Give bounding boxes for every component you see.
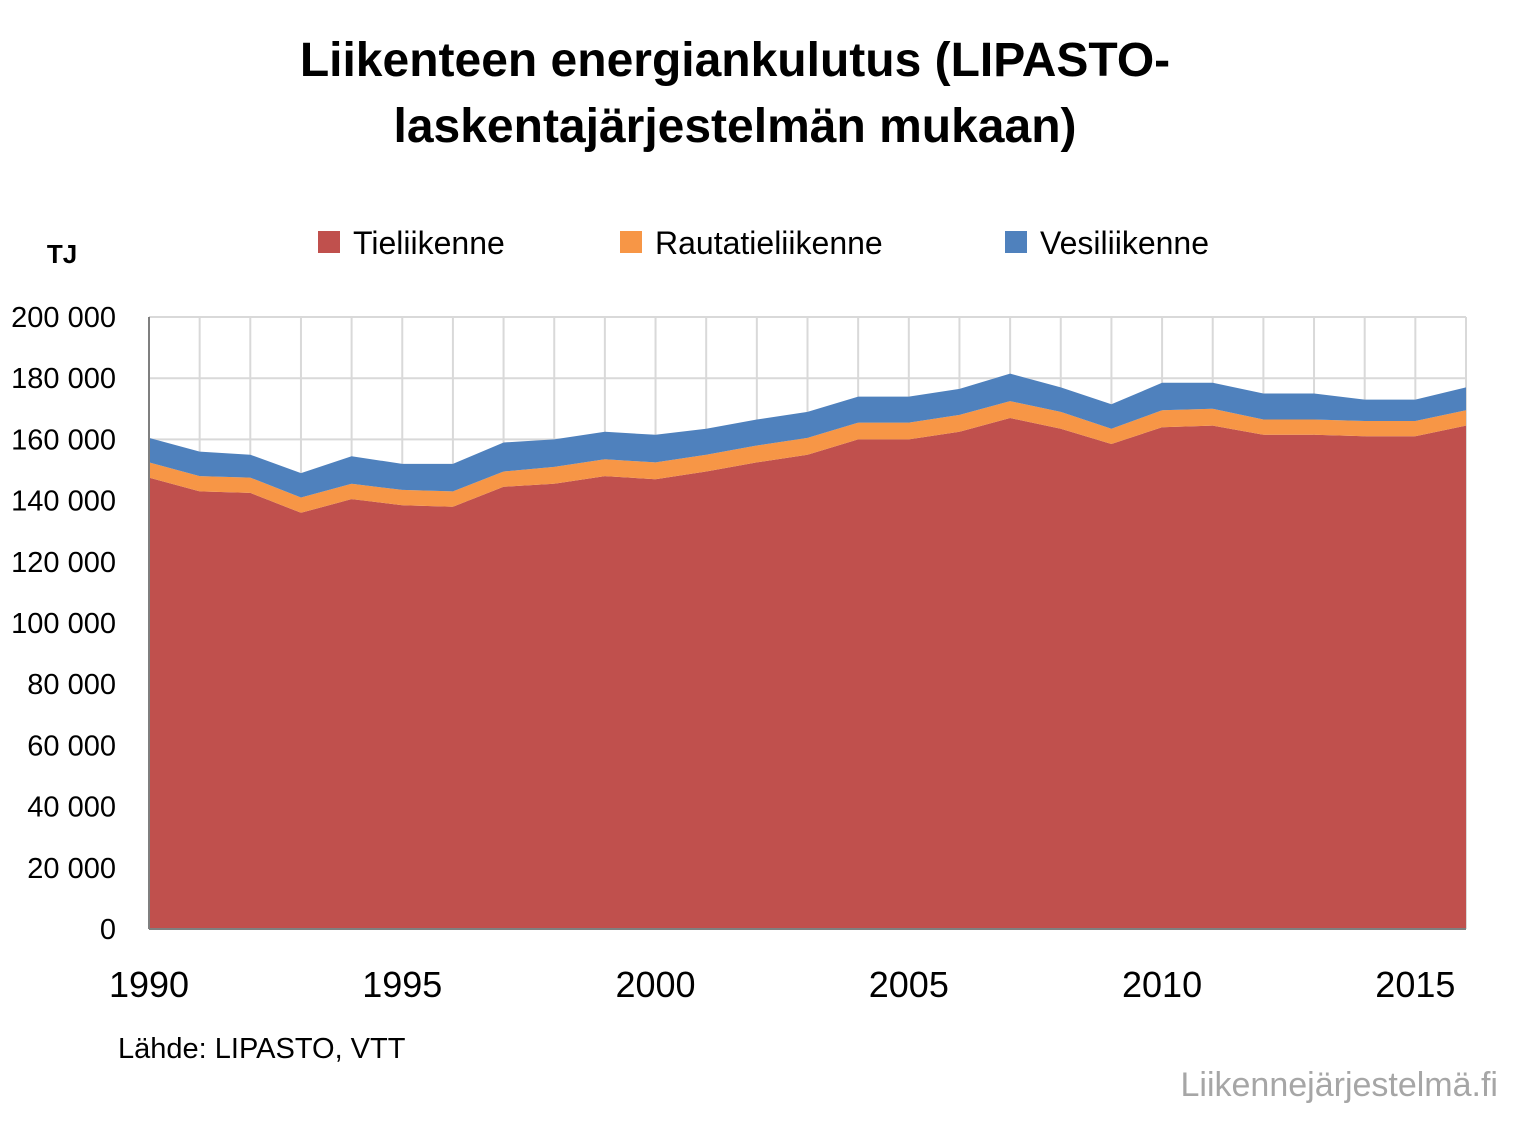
y-tick-label: 180 000: [11, 363, 116, 395]
y-tick-label: 80 000: [27, 669, 116, 701]
x-tick-label: 2015: [1375, 964, 1455, 1005]
y-tick-label: 100 000: [11, 608, 116, 640]
y-tick-label: 200 000: [11, 302, 116, 334]
x-tick-label: 2010: [1122, 964, 1202, 1005]
area-rautatieliikenne: [149, 401, 1466, 513]
chart-title-line-1: Liikenteen energiankulutus (LIPASTO-: [299, 34, 1171, 87]
y-axis-unit-label: TJ: [47, 239, 77, 269]
x-tick-label: 1990: [109, 964, 189, 1005]
x-tick-label: 2000: [615, 964, 695, 1005]
chart-title: Liikenteen energiankulutus (LIPASTO- las…: [0, 28, 1470, 160]
legend: Tieliikenne Rautatieliikenne Vesiliikenne: [318, 225, 1209, 261]
y-tick-label: 40 000: [27, 792, 116, 824]
data-areas: [149, 373, 1466, 929]
watermark: Liikennejärjestelmä.fi: [1180, 1066, 1499, 1104]
y-tick-label: 60 000: [27, 730, 116, 762]
chart-title-line-2: laskentajärjestelmän mukaan): [393, 100, 1077, 153]
x-tick-label: 1995: [362, 964, 442, 1005]
legend-swatch-tieliikenne: [318, 231, 340, 253]
y-tick-label: 0: [100, 914, 116, 946]
axes: [148, 317, 1466, 930]
x-tick-label: 2005: [869, 964, 949, 1005]
source-note: Lähde: LIPASTO, VTT: [118, 1033, 406, 1065]
legend-label-vesiliikenne: Vesiliikenne: [1040, 225, 1209, 261]
area-vesiliikenne: [149, 373, 1466, 498]
y-tick-label: 20 000: [27, 853, 116, 885]
y-tick-label: 140 000: [11, 486, 116, 518]
legend-swatch-rautatieliikenne: [620, 231, 642, 253]
area-tieliikenne: [149, 418, 1466, 929]
legend-label-rautatieliikenne: Rautatieliikenne: [655, 225, 883, 261]
x-tick-labels: 1990 1995 2000 2005 2010 2015: [109, 964, 1455, 1005]
y-tick-labels: 0 20 000 40 000 60 000 80 000 100 000 120 000 1…: [11, 302, 116, 946]
y-tick-label: 120 000: [11, 547, 116, 579]
legend-label-tieliikenne: Tieliikenne: [353, 225, 505, 261]
legend-swatch-vesiliikenne: [1005, 231, 1027, 253]
y-tick-label: 160 000: [11, 424, 116, 456]
